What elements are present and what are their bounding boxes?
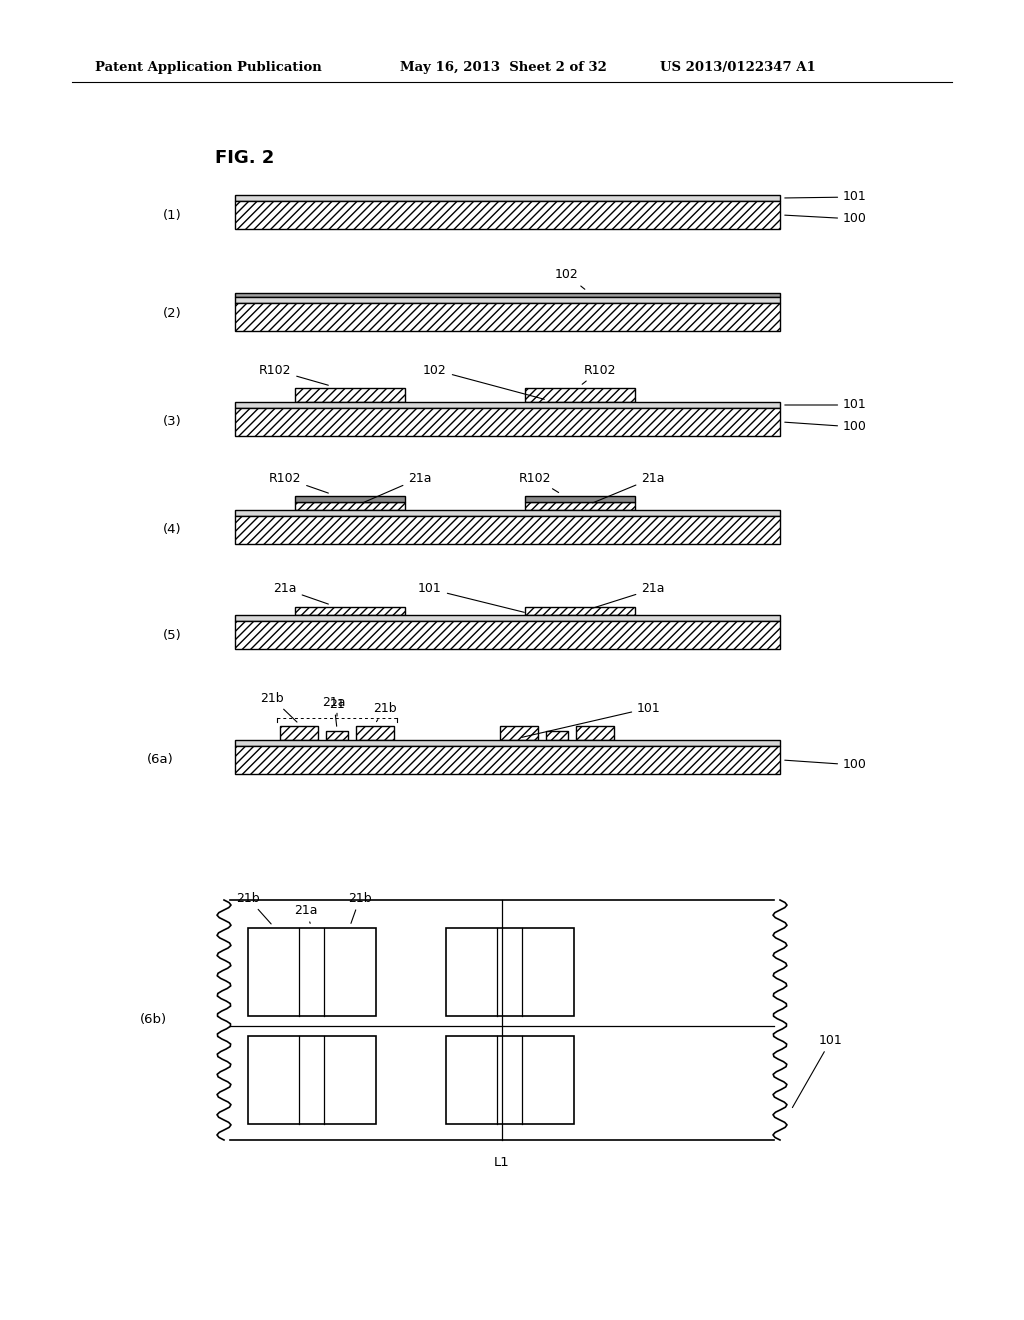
Bar (234, 615, 780, 620)
Text: (6b): (6b) (139, 1014, 167, 1027)
Text: R102: R102 (268, 471, 329, 494)
Text: 21a: 21a (593, 582, 665, 609)
Text: 21a: 21a (294, 903, 317, 924)
Bar (248, 1036, 376, 1125)
Text: 21: 21 (329, 697, 345, 715)
Bar (575, 726, 614, 741)
Bar (234, 195, 780, 201)
Text: (6a): (6a) (146, 754, 173, 767)
Bar (234, 741, 780, 746)
Text: L1: L1 (495, 1155, 510, 1168)
Bar (234, 516, 780, 544)
Text: 102: 102 (423, 363, 545, 399)
Text: 100: 100 (784, 759, 867, 771)
Text: 21a: 21a (362, 471, 432, 503)
Bar (295, 502, 406, 510)
Bar (234, 403, 780, 408)
Text: 100: 100 (784, 421, 867, 433)
Text: (1): (1) (163, 209, 181, 222)
Bar (446, 928, 574, 1016)
Bar (525, 607, 635, 615)
Text: 21b: 21b (260, 692, 297, 722)
Bar (525, 502, 635, 510)
Text: 21a: 21a (593, 471, 665, 503)
Bar (234, 293, 780, 297)
Text: R102: R102 (259, 363, 329, 385)
Text: Patent Application Publication: Patent Application Publication (95, 62, 322, 74)
Text: R102: R102 (583, 363, 616, 384)
Text: 102: 102 (555, 268, 585, 289)
Bar (295, 607, 406, 615)
Text: 21a: 21a (323, 697, 346, 726)
Text: (3): (3) (163, 416, 181, 429)
Bar (295, 388, 406, 403)
Text: 101: 101 (521, 701, 660, 738)
Text: (5): (5) (163, 628, 181, 642)
Bar (234, 408, 780, 436)
Bar (446, 1036, 574, 1125)
Bar (280, 726, 318, 741)
Text: 101: 101 (793, 1034, 843, 1107)
Text: 21a: 21a (273, 582, 329, 605)
Bar (234, 620, 780, 649)
Bar (500, 726, 538, 741)
Text: R102: R102 (519, 471, 559, 492)
Text: US 2013/0122347 A1: US 2013/0122347 A1 (660, 62, 816, 74)
Text: 101: 101 (784, 399, 867, 412)
Bar (546, 731, 568, 741)
Text: 21b: 21b (348, 891, 372, 924)
Text: 100: 100 (784, 213, 867, 226)
Bar (295, 496, 406, 502)
Bar (234, 510, 780, 516)
Bar (234, 297, 780, 304)
Bar (356, 726, 394, 741)
Bar (525, 388, 635, 403)
Bar (234, 304, 780, 331)
Text: 21b: 21b (237, 891, 271, 924)
Text: FIG. 2: FIG. 2 (215, 149, 274, 168)
Text: 101: 101 (784, 190, 867, 203)
Bar (248, 928, 376, 1016)
Text: 21b: 21b (373, 701, 397, 722)
Text: 101: 101 (418, 582, 524, 612)
Bar (234, 746, 780, 774)
Bar (525, 496, 635, 502)
Text: (2): (2) (163, 306, 181, 319)
Text: (4): (4) (163, 524, 181, 536)
Text: May 16, 2013  Sheet 2 of 32: May 16, 2013 Sheet 2 of 32 (400, 62, 607, 74)
Bar (234, 201, 780, 228)
Bar (326, 731, 348, 741)
